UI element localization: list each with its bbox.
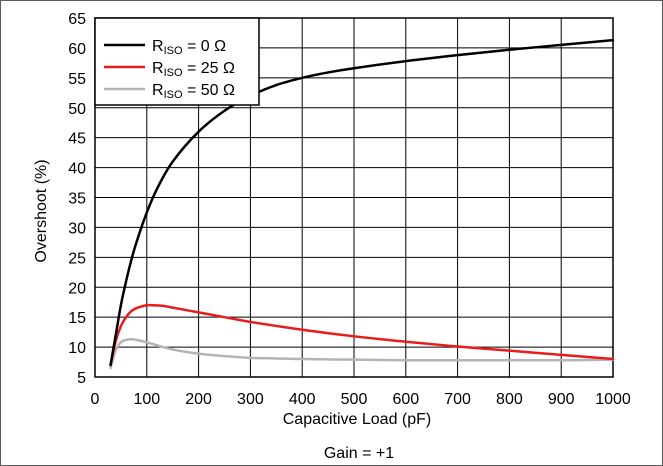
legend: RISO = 0 Ω RISO = 25 Ω RISO = 50 Ω bbox=[94, 17, 260, 106]
y-tick-label: 20 bbox=[68, 280, 86, 297]
x-tick-label: 800 bbox=[496, 391, 523, 408]
y-tick-label: 40 bbox=[68, 161, 86, 178]
series-line-1 bbox=[109, 303, 615, 367]
series-lines bbox=[109, 38, 615, 370]
x-tick-label: 0 bbox=[91, 391, 100, 408]
y-tick-label: 50 bbox=[68, 101, 86, 118]
y-tick-label: 5 bbox=[77, 370, 86, 387]
x-axis-label: Capacitive Load (pF) bbox=[283, 411, 432, 428]
y-tick-label: 35 bbox=[68, 191, 86, 208]
gain-note: Gain = +1 bbox=[324, 445, 394, 462]
y-tick-label: 10 bbox=[68, 340, 86, 357]
y-tick-labels: 5 10 15 20 25 30 35 40 45 50 55 60 65 bbox=[68, 11, 86, 387]
y-tick-label: 65 bbox=[68, 11, 86, 28]
y-tick-label: 25 bbox=[68, 250, 86, 267]
series-line-2 bbox=[109, 338, 615, 370]
plot-border bbox=[94, 17, 614, 378]
y-tick-label: 55 bbox=[68, 71, 86, 88]
x-tick-label: 100 bbox=[133, 391, 160, 408]
x-tick-label: 300 bbox=[237, 391, 264, 408]
legend-label: RISO = 25 Ω bbox=[152, 60, 235, 79]
y-tick-label: 45 bbox=[68, 131, 86, 148]
legend-label: RISO = 0 Ω bbox=[152, 38, 226, 57]
x-tick-label: 400 bbox=[289, 391, 316, 408]
x-tick-label: 700 bbox=[444, 391, 471, 408]
y-tick-label: 15 bbox=[68, 310, 86, 327]
series-line-0 bbox=[109, 38, 615, 367]
grid bbox=[94, 17, 614, 378]
x-tick-label: 1000 bbox=[595, 391, 631, 408]
x-tick-label: 500 bbox=[341, 391, 368, 408]
legend-label: RISO = 50 Ω bbox=[152, 82, 235, 101]
y-tick-label: 30 bbox=[68, 220, 86, 237]
y-tick-label: 60 bbox=[68, 41, 86, 58]
x-tick-label: 900 bbox=[548, 391, 575, 408]
x-tick-labels: 0 100 200 300 400 500 600 700 800 900 1000 bbox=[91, 391, 631, 408]
x-tick-label: 200 bbox=[185, 391, 212, 408]
legend-box bbox=[94, 17, 260, 106]
y-axis-label: Overshoot (%) bbox=[33, 159, 50, 262]
x-tick-label: 600 bbox=[392, 391, 419, 408]
